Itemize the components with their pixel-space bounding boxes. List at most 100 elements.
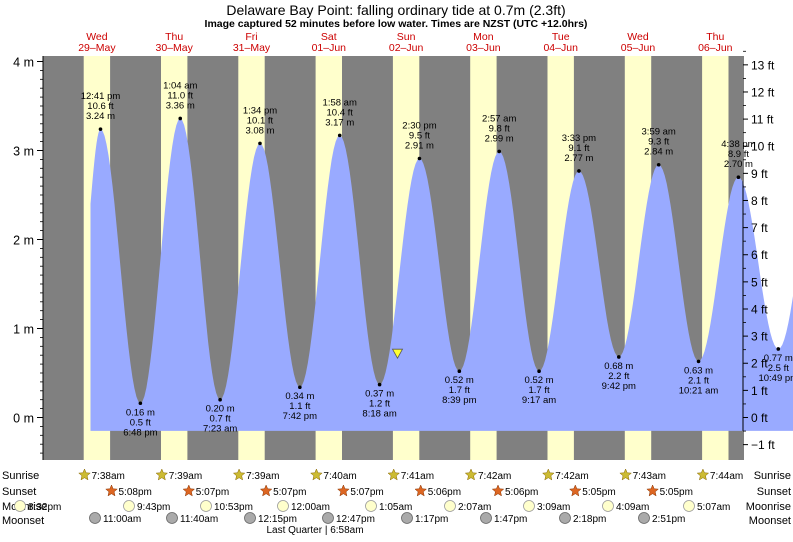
high-tide-point — [258, 142, 262, 146]
moonrise-time: 1:05am — [379, 502, 412, 513]
moonrise-time: 9:43pm — [137, 502, 170, 513]
moonrise-icon — [201, 501, 212, 512]
left-axis: 0 m1 m2 m3 m4 m — [13, 56, 43, 461]
moonset-icon — [560, 513, 571, 524]
sunset-icon — [338, 485, 349, 496]
moonset-icon — [481, 513, 492, 524]
moonset-time: 11:00am — [103, 514, 141, 525]
astro-footer: SunriseSunriseSunsetSunsetMoonriseMoonri… — [2, 469, 791, 536]
tide-label-line: 8:18 am — [362, 409, 396, 420]
moonset-icon — [323, 513, 334, 524]
day-label-date: 06–Jun — [698, 42, 733, 54]
day-label-date: 01–Jun — [312, 42, 347, 54]
sunrise-icon — [233, 469, 244, 480]
day-label-date: 29–May — [78, 42, 116, 54]
high-tide-point — [418, 157, 422, 161]
moonset-icon — [639, 513, 650, 524]
tide-label-line: 2.91 m — [405, 141, 434, 152]
low-tide-point — [458, 369, 462, 373]
moonset-time: 12:47pm — [336, 514, 375, 525]
chart-title: Delaware Bay Point: falling ordinary tid… — [226, 2, 565, 18]
moonrise-time: 8:32pm — [28, 502, 61, 513]
day-label-date: 05–Jun — [621, 42, 656, 54]
sunrise-icon — [79, 469, 90, 480]
tide-label-line: 3.17 m — [325, 117, 354, 128]
moonrise-icon — [684, 501, 695, 512]
left-tick-label: 2 m — [13, 234, 34, 248]
sunrise-time: 7:44am — [710, 471, 743, 482]
left-tick-label: 4 m — [13, 56, 34, 70]
sunset-icon — [106, 485, 117, 496]
moonset-time: 2:51pm — [652, 514, 685, 525]
tide-label-line: 8:39 pm — [442, 395, 476, 406]
sunrise-icon — [388, 469, 399, 480]
chart-subtitle: Image captured 52 minutes before low wat… — [205, 18, 588, 30]
moonset-time: 1:17pm — [415, 514, 448, 525]
low-tide-point — [776, 347, 780, 351]
footer-row-label-right: Moonrise — [746, 501, 791, 513]
sunset-time: 5:08pm — [119, 487, 152, 498]
right-tick-label: 4 ft — [751, 302, 768, 316]
right-tick-label: 8 ft — [751, 194, 768, 208]
high-tide-point — [338, 134, 342, 138]
tide-label-line: 2.84 m — [644, 147, 673, 158]
tide-label-line: 9:17 am — [522, 395, 556, 406]
moonrise-icon — [124, 501, 135, 512]
moonrise-time: 4:09am — [616, 502, 649, 513]
high-tide-point — [497, 150, 501, 154]
low-tide-point — [537, 369, 541, 373]
tide-label-line: 7:42 pm — [283, 411, 317, 422]
moonrise-icon — [15, 501, 26, 512]
sunrise-icon — [620, 469, 631, 480]
right-tick-label: 6 ft — [751, 248, 768, 262]
moonrise-time: 5:07am — [697, 502, 730, 513]
moonset-icon — [167, 513, 178, 524]
moonrise-icon — [366, 501, 377, 512]
tide-label-line: 7:23 am — [203, 424, 237, 435]
right-tick-label: 11 ft — [751, 113, 774, 127]
sunset-icon — [415, 485, 426, 496]
moonrise-time: 10:53pm — [214, 502, 253, 513]
footer-row-label-left: Sunrise — [2, 470, 39, 482]
tide-label-line: 9:42 pm — [602, 381, 636, 392]
moonset-icon — [90, 513, 101, 524]
right-tick-label: 2 ft — [751, 357, 768, 371]
sunset-icon — [647, 485, 658, 496]
low-tide-point — [298, 385, 302, 389]
moonset-time: 11:40am — [180, 514, 218, 525]
low-tide-point — [218, 398, 222, 402]
moonrise-icon — [278, 501, 289, 512]
footer-row-label-right: Sunrise — [754, 470, 791, 482]
sunset-icon — [260, 485, 271, 496]
sunrise-time: 7:43am — [633, 471, 666, 482]
tide-label-line: 2.99 m — [485, 133, 514, 144]
sunrise-time: 7:42am — [555, 471, 588, 482]
moonset-icon — [245, 513, 256, 524]
sunset-time: 5:06pm — [505, 487, 538, 498]
day-label-date: 30–May — [156, 42, 194, 54]
sunset-time: 5:07pm — [350, 487, 383, 498]
footer-row-label-right: Moonset — [749, 515, 791, 527]
right-tick-label: 13 ft — [751, 58, 775, 72]
high-tide-point — [178, 117, 182, 121]
low-tide-point — [617, 355, 621, 359]
day-label-date: 31–May — [233, 42, 271, 54]
sunset-icon — [492, 485, 503, 496]
high-tide-point — [99, 127, 103, 131]
moon-phase-label: Last Quarter | 6:58am — [266, 525, 363, 536]
tide-label-line: 2.70 m — [724, 159, 753, 170]
right-tick-label: 12 ft — [751, 85, 775, 99]
moonrise-time: 3:09am — [537, 502, 570, 513]
sunset-icon — [183, 485, 194, 496]
sunrise-time: 7:39am — [246, 471, 279, 482]
moonset-time: 2:18pm — [573, 514, 606, 525]
tide-label-line: 6:48 pm — [123, 427, 157, 438]
footer-row-label-right: Sunset — [757, 486, 791, 498]
footer-row-label-left: Sunset — [2, 486, 36, 498]
sunrise-icon — [465, 469, 476, 480]
sunset-icon — [570, 485, 581, 496]
sunset-time: 5:06pm — [428, 487, 461, 498]
